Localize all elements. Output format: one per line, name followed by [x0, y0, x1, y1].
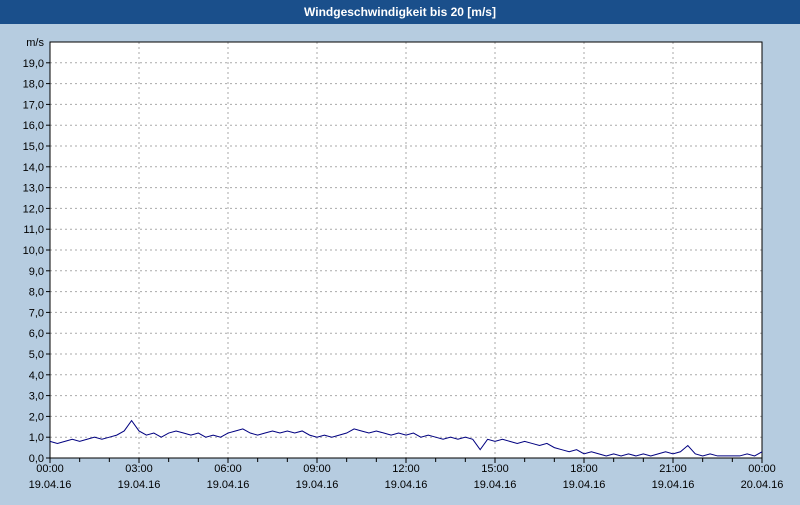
y-tick-label: 6,0	[29, 328, 44, 340]
y-tick-label: 7,0	[29, 307, 44, 319]
y-tick-label: 13,0	[23, 183, 44, 195]
x-tick-time-label: 15:00	[481, 463, 509, 475]
y-tick-label: 2,0	[29, 411, 44, 423]
x-tick-date-label: 20.04.16	[741, 479, 784, 491]
x-tick-time-label: 00:00	[36, 463, 64, 475]
x-tick-time-label: 06:00	[214, 463, 242, 475]
chart-area: 0,0 1,0 2,0 3,0 4,0 5,0 6,0 7,0 8,0 9,0 10,0 11,0 12…	[0, 24, 800, 500]
y-axis-unit-label: m/s	[26, 37, 44, 49]
plot-border	[49, 41, 763, 459]
x-tick-time-label: 21:00	[659, 463, 687, 475]
y-tick-label: 8,0	[29, 287, 44, 299]
x-tick-time-label: 09:00	[303, 463, 331, 475]
y-tick-label: 15,0	[23, 141, 44, 153]
y-tick-label: 17,0	[23, 99, 44, 111]
wind-speed-chart: 0,0 1,0 2,0 3,0 4,0 5,0 6,0 7,0 8,0 9,0 10,0 11,0 12…	[23, 37, 784, 491]
y-tick-label: 1,0	[29, 432, 44, 444]
y-tick-label: 9,0	[29, 266, 44, 278]
y-tick-label: 11,0	[23, 224, 44, 236]
y-tick-label: 5,0	[29, 349, 44, 361]
x-tick-date-label: 19.04.16	[29, 479, 72, 491]
y-tick-label: 4,0	[29, 370, 44, 382]
x-tick-date-label: 19.04.16	[652, 479, 695, 491]
x-tick-date-label: 19.04.16	[296, 479, 339, 491]
x-tick-date-label: 19.04.16	[118, 479, 161, 491]
y-tick-label: 0,0	[29, 453, 44, 465]
y-tick-label: 16,0	[23, 120, 44, 132]
x-tick-time-label: 18:00	[570, 463, 598, 475]
x-tick-time-label: 03:00	[125, 463, 153, 475]
y-tick-label: 18,0	[23, 79, 44, 91]
x-tick-date-label: 19.04.16	[207, 479, 250, 491]
chart-title: Windgeschwindigkeit bis 20 [m/s]	[304, 5, 496, 19]
x-tick-date-label: 19.04.16	[474, 479, 517, 491]
y-tick-label: 12,0	[23, 203, 44, 215]
x-tick-date-label: 19.04.16	[563, 479, 606, 491]
x-tick-time-label: 12:00	[392, 463, 420, 475]
y-tick-label: 3,0	[29, 391, 44, 403]
wind-speed-line	[49, 419, 763, 457]
y-tick-label: 19,0	[23, 58, 44, 70]
x-tick-date-label: 19.04.16	[385, 479, 428, 491]
y-tick-label: 10,0	[23, 245, 44, 257]
x-tick-time-label: 00:00	[748, 463, 776, 475]
y-tick-label: 14,0	[23, 162, 44, 174]
chart-title-bar: Windgeschwindigkeit bis 20 [m/s]	[0, 0, 800, 24]
